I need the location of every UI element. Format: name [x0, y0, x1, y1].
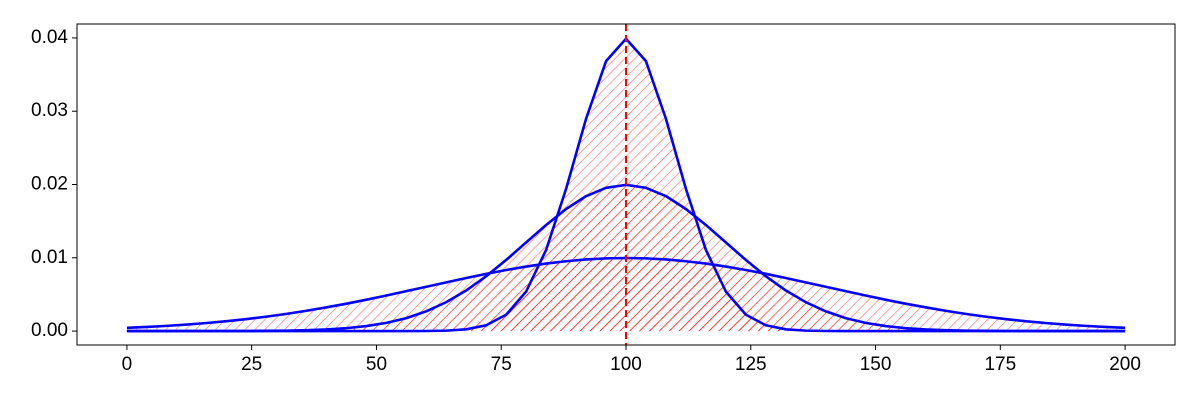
x-tick-label: 0 [122, 354, 133, 375]
y-tick-label: 0.04 [31, 27, 68, 48]
y-tick-label: 0.01 [31, 247, 68, 268]
y-tick-label: 0.03 [31, 100, 68, 121]
x-tick-label: 175 [984, 354, 1016, 375]
x-tick-label: 25 [241, 354, 262, 375]
x-tick-label: 50 [366, 354, 387, 375]
x-tick-label: 200 [1109, 354, 1141, 375]
y-tick-label: 0.02 [31, 174, 68, 195]
x-tick-label: 100 [610, 354, 642, 375]
x-tick-label: 150 [860, 354, 892, 375]
y-tick-label: 0.00 [31, 320, 68, 341]
x-tick-label: 75 [491, 354, 512, 375]
x-tick-label: 125 [735, 354, 767, 375]
